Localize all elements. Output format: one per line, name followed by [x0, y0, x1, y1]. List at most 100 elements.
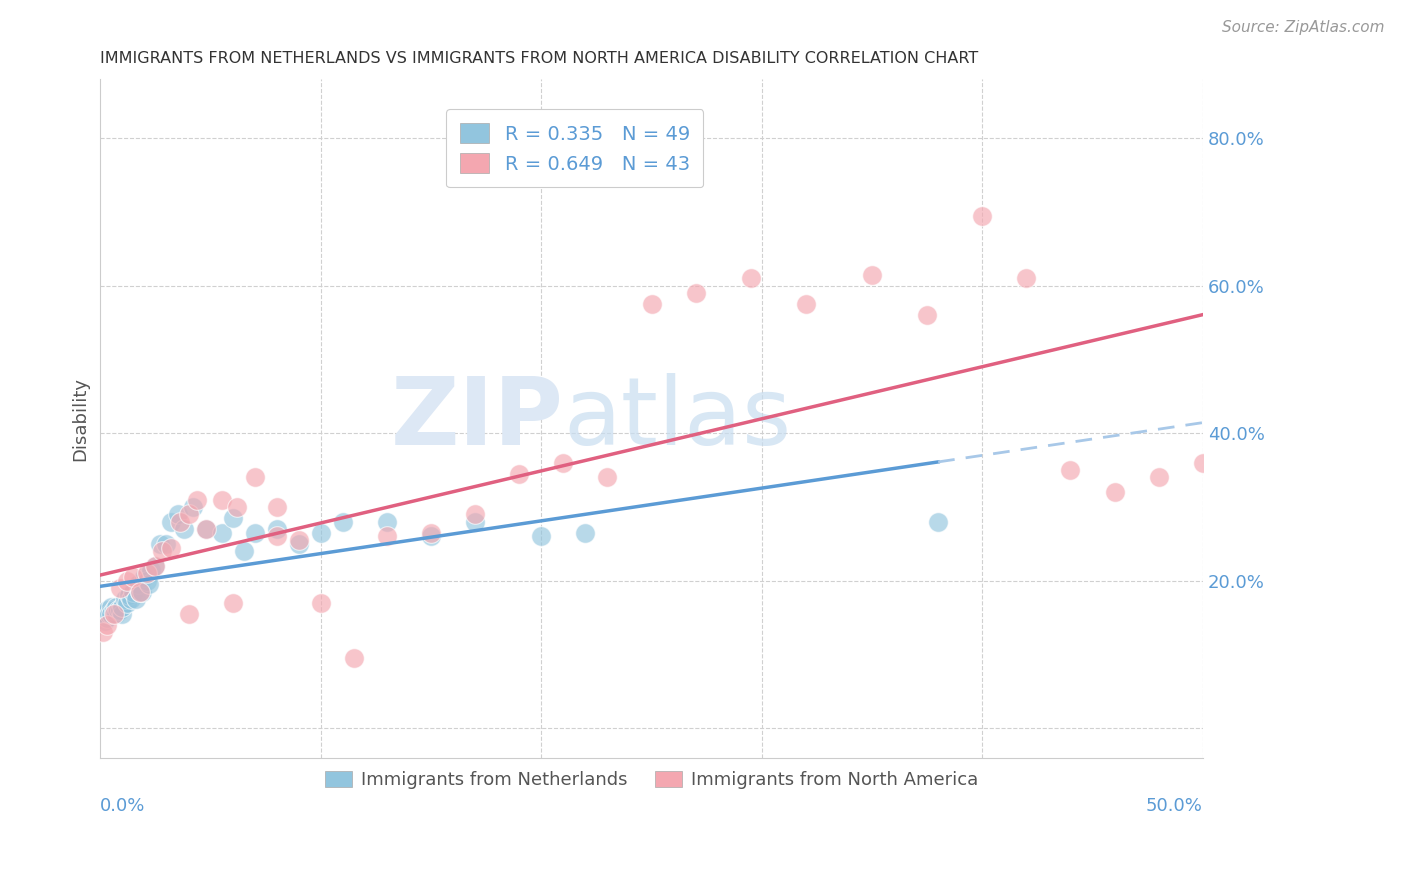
Point [195, 522, 218, 536]
Point [115, 596, 138, 610]
Point [288, 537, 311, 551]
Point [122, 570, 145, 584]
Point [98, 607, 121, 621]
Point [243, 470, 266, 484]
Point [266, 522, 288, 536]
Point [104, 607, 127, 621]
Point [309, 596, 332, 610]
Point [640, 297, 662, 311]
Point [464, 515, 486, 529]
Point [94, 614, 117, 628]
Text: 50.0%: 50.0% [1146, 797, 1202, 814]
Point [145, 558, 167, 573]
Point [266, 529, 288, 543]
Point [211, 525, 233, 540]
Point [530, 529, 553, 543]
Point [266, 500, 288, 514]
Point [91, 625, 114, 640]
Point [135, 566, 157, 581]
Legend: R = 0.335   N = 49, R = 0.649   N = 43: R = 0.335 N = 49, R = 0.649 N = 43 [446, 110, 703, 187]
Point [420, 525, 443, 540]
Point [860, 268, 883, 282]
Point [103, 607, 125, 621]
Point [131, 584, 153, 599]
Point [309, 525, 332, 540]
Point [135, 574, 157, 588]
Y-axis label: Disability: Disability [72, 376, 89, 460]
Point [115, 574, 138, 588]
Point [420, 529, 443, 543]
Point [927, 515, 949, 529]
Text: IMMIGRANTS FROM NETHERLANDS VS IMMIGRANTS FROM NORTH AMERICA DISABILITY CORRELAT: IMMIGRANTS FROM NETHERLANDS VS IMMIGRANT… [100, 51, 979, 66]
Point [108, 603, 131, 617]
Point [129, 584, 152, 599]
Point [120, 592, 142, 607]
Text: atlas: atlas [564, 373, 792, 465]
Point [343, 651, 366, 665]
Point [553, 456, 575, 470]
Point [1059, 463, 1081, 477]
Point [96, 618, 118, 632]
Point [972, 209, 994, 223]
Point [138, 577, 160, 591]
Point [91, 607, 114, 621]
Point [740, 271, 762, 285]
Text: ZIP: ZIP [391, 373, 564, 465]
Point [243, 525, 266, 540]
Point [915, 308, 938, 322]
Point [160, 515, 183, 529]
Point [794, 297, 817, 311]
Point [221, 596, 243, 610]
Point [596, 470, 619, 484]
Point [375, 529, 398, 543]
Point [375, 515, 398, 529]
Point [129, 584, 152, 599]
Point [574, 525, 596, 540]
Point [122, 584, 145, 599]
Point [111, 607, 134, 621]
Text: 0.0%: 0.0% [100, 797, 146, 814]
Point [508, 467, 530, 481]
Point [177, 607, 200, 621]
Point [1104, 485, 1126, 500]
Point [149, 537, 172, 551]
Point [100, 599, 122, 614]
Point [221, 511, 243, 525]
Point [114, 592, 136, 607]
Point [124, 592, 146, 607]
Point [111, 599, 134, 614]
Point [160, 541, 183, 555]
Point [173, 522, 195, 536]
Point [127, 577, 149, 591]
Point [118, 589, 141, 603]
Point [177, 508, 200, 522]
Text: Source: ZipAtlas.com: Source: ZipAtlas.com [1222, 20, 1385, 35]
Point [100, 607, 122, 621]
Point [226, 500, 249, 514]
Point [96, 603, 118, 617]
Point [104, 599, 127, 614]
Point [181, 500, 204, 514]
Point [96, 610, 118, 624]
Point [232, 544, 254, 558]
Point [186, 492, 208, 507]
Point [155, 537, 177, 551]
Point [1191, 456, 1213, 470]
Point [332, 515, 354, 529]
Point [195, 522, 218, 536]
Point [107, 603, 129, 617]
Point [103, 603, 125, 617]
Point [169, 515, 191, 529]
Point [211, 492, 233, 507]
Point [134, 570, 156, 584]
Point [139, 563, 162, 577]
Point [150, 544, 173, 558]
Point [166, 508, 188, 522]
Point [145, 558, 167, 573]
Point [108, 581, 131, 595]
Point [288, 533, 311, 548]
Point [1147, 470, 1170, 484]
Point [464, 508, 486, 522]
Point [685, 286, 707, 301]
Point [1015, 271, 1038, 285]
